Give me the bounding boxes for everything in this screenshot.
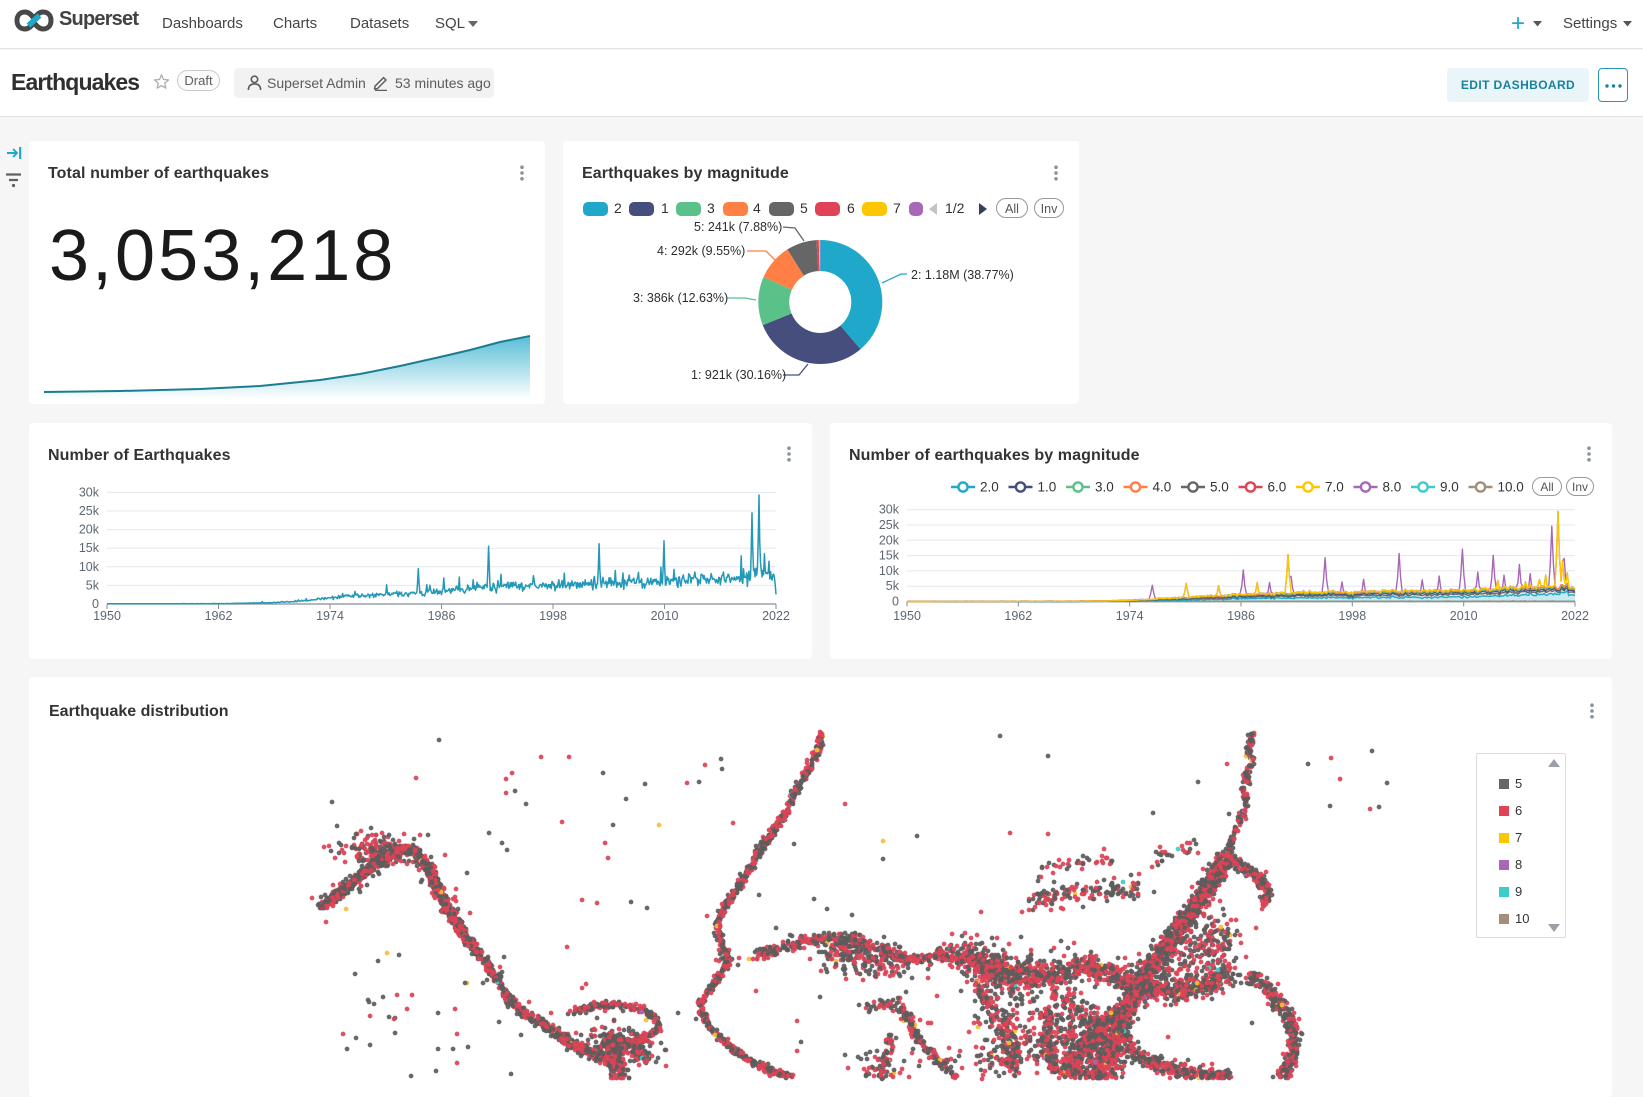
svg-text:1.0: 1.0 bbox=[1038, 480, 1057, 495]
svg-text:1986: 1986 bbox=[1227, 609, 1255, 623]
svg-text:2010: 2010 bbox=[651, 609, 679, 623]
svg-text:1950: 1950 bbox=[93, 609, 121, 623]
svg-text:1962: 1962 bbox=[1004, 609, 1032, 623]
svg-text:2010: 2010 bbox=[1450, 609, 1478, 623]
svg-text:5k: 5k bbox=[886, 579, 900, 593]
svg-text:5k: 5k bbox=[86, 578, 100, 592]
svg-text:20k: 20k bbox=[79, 523, 100, 537]
svg-text:0: 0 bbox=[892, 595, 899, 609]
svg-text:25k: 25k bbox=[879, 518, 900, 532]
svg-text:9.0: 9.0 bbox=[1440, 480, 1459, 495]
svg-text:10k: 10k bbox=[879, 564, 900, 578]
svg-text:15k: 15k bbox=[79, 541, 100, 555]
svg-text:1974: 1974 bbox=[1116, 609, 1144, 623]
svg-text:7.0: 7.0 bbox=[1325, 480, 1344, 495]
svg-text:30k: 30k bbox=[79, 485, 100, 499]
svg-text:10.0: 10.0 bbox=[1498, 480, 1524, 495]
svg-text:15k: 15k bbox=[879, 549, 900, 563]
svg-text:20k: 20k bbox=[879, 533, 900, 547]
svg-text:25k: 25k bbox=[79, 504, 100, 518]
svg-text:1950: 1950 bbox=[893, 609, 921, 623]
svg-text:3.0: 3.0 bbox=[1095, 480, 1114, 495]
svg-text:1974: 1974 bbox=[316, 609, 344, 623]
svg-text:2022: 2022 bbox=[1561, 609, 1589, 623]
svg-text:10k: 10k bbox=[79, 560, 100, 574]
svg-text:1998: 1998 bbox=[1338, 609, 1366, 623]
svg-text:8.0: 8.0 bbox=[1383, 480, 1402, 495]
svg-text:6.0: 6.0 bbox=[1268, 480, 1287, 495]
svg-text:2.0: 2.0 bbox=[980, 480, 999, 495]
svg-text:0: 0 bbox=[92, 597, 99, 611]
svg-text:30k: 30k bbox=[879, 503, 900, 517]
svg-text:1998: 1998 bbox=[539, 609, 567, 623]
svg-text:5.0: 5.0 bbox=[1210, 480, 1229, 495]
svg-text:2022: 2022 bbox=[762, 609, 790, 623]
svg-text:4.0: 4.0 bbox=[1153, 480, 1172, 495]
svg-text:1962: 1962 bbox=[205, 609, 233, 623]
svg-text:1986: 1986 bbox=[428, 609, 456, 623]
